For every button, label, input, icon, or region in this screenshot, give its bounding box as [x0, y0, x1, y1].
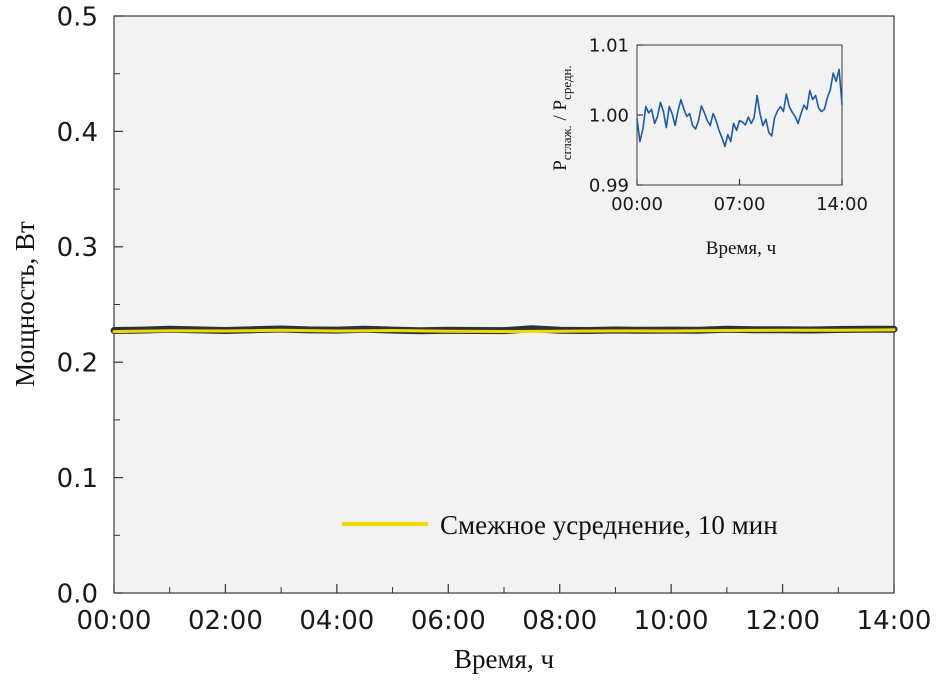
y-tick-label: 0.1: [57, 464, 98, 494]
x-tick-label: 00:00: [77, 606, 152, 636]
main-axes: 00:00 02:00 04:00 06:00 08:00 10:00 12:00 14:00…: [57, 2, 932, 636]
y-tick-label: 0.0: [57, 579, 98, 609]
legend: Смежное усреднение, 10 мин: [342, 510, 778, 540]
inset-series: [636, 68, 843, 148]
series-line-1: [112, 328, 896, 334]
inset-y-label-sub2: средн.: [559, 65, 574, 100]
y-tick-label: 1.01: [589, 35, 629, 56]
main-series: [110, 325, 898, 335]
x-tick-label: 14:00: [816, 194, 868, 215]
inset-axes: 00:00 07:00 14:00 0.99 1.00 1.01: [589, 35, 868, 215]
main-y-axis-label: Мощность, Вт: [10, 221, 40, 387]
x-tick-label: 06:00: [411, 606, 486, 636]
y-tick-label: 0.5: [57, 2, 98, 32]
inset-y-label-sub1: сглаж.: [559, 125, 574, 160]
y-tick-label: 0.99: [589, 175, 629, 196]
inset-y-axis-label: Pсглаж. / Pсредн.: [550, 65, 574, 171]
inset-y-label-main: P: [550, 160, 571, 171]
y-tick-label: 0.2: [57, 349, 98, 379]
y-tick-label: 0.3: [57, 233, 98, 263]
x-tick-label: 00:00: [611, 194, 663, 215]
series-line-0: [636, 68, 843, 148]
main-x-axis-label: Время, ч: [454, 644, 554, 674]
x-tick-label: 10:00: [634, 606, 709, 636]
x-tick-label: 14:00: [857, 606, 932, 636]
y-tick-label: 0.4: [57, 118, 98, 148]
x-tick-label: 12:00: [745, 606, 820, 636]
inset-x-axis-label: Время, ч: [706, 238, 777, 259]
x-tick-label: 07:00: [714, 194, 766, 215]
x-tick-label: 08:00: [522, 606, 597, 636]
y-tick-label: 1.00: [589, 105, 629, 126]
inset-plot-area: [636, 44, 843, 186]
x-tick-label: 02:00: [188, 606, 263, 636]
legend-label-smoothed: Смежное усреднение, 10 мин: [440, 510, 778, 540]
inset-y-label-mid: / P: [550, 100, 571, 125]
x-tick-label: 04:00: [299, 606, 374, 636]
